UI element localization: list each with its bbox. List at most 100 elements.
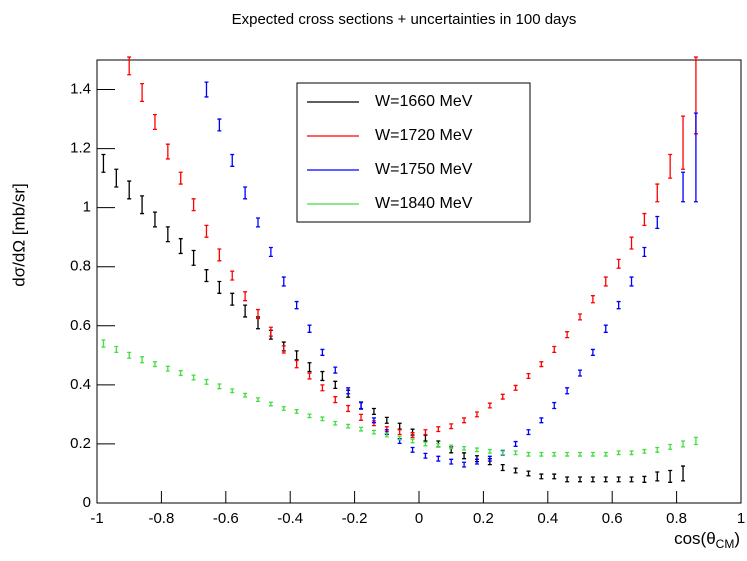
error-bar bbox=[346, 423, 351, 429]
error-bar bbox=[462, 461, 467, 468]
error-bar bbox=[681, 171, 686, 203]
error-bar bbox=[474, 447, 479, 453]
error-bar bbox=[371, 417, 376, 424]
chart-title: Expected cross sections + uncertainties … bbox=[232, 11, 577, 28]
error-bar bbox=[384, 416, 389, 424]
error-bar bbox=[346, 404, 351, 413]
error-bar bbox=[578, 451, 582, 457]
error-bar bbox=[578, 476, 582, 483]
error-bar bbox=[474, 411, 479, 418]
error-bar bbox=[423, 429, 428, 436]
error-bar bbox=[397, 429, 402, 436]
error-bar bbox=[320, 370, 325, 382]
error-bar bbox=[500, 393, 505, 400]
error-bar bbox=[500, 463, 505, 472]
error-bar bbox=[281, 406, 286, 411]
error-bar bbox=[294, 359, 299, 369]
error-bar bbox=[397, 435, 402, 441]
error-bar bbox=[603, 476, 608, 483]
error-bar bbox=[230, 388, 235, 394]
error-bar bbox=[333, 420, 338, 426]
error-bar bbox=[165, 365, 170, 372]
error-bar bbox=[114, 345, 119, 354]
error-bar bbox=[552, 473, 557, 480]
error-bar bbox=[204, 224, 209, 238]
x-tick-label: 0.4 bbox=[537, 510, 558, 527]
error-bar bbox=[152, 113, 157, 131]
error-bar bbox=[681, 440, 686, 448]
error-bar bbox=[204, 269, 209, 283]
error-bar bbox=[642, 448, 647, 454]
error-bar bbox=[590, 451, 595, 457]
error-bar bbox=[217, 248, 222, 262]
error-bar bbox=[294, 350, 299, 361]
error-bar bbox=[333, 380, 338, 390]
error-bar bbox=[165, 226, 170, 243]
error-bar bbox=[307, 324, 312, 333]
error-bar bbox=[603, 276, 608, 287]
legend-label: W=1660 MeV bbox=[375, 93, 473, 110]
error-bar bbox=[243, 291, 248, 302]
error-bar bbox=[152, 361, 157, 368]
error-bar bbox=[526, 429, 531, 436]
error-bar bbox=[539, 473, 544, 480]
error-bar bbox=[191, 249, 196, 266]
error-bar bbox=[178, 171, 183, 185]
error-bar bbox=[256, 217, 260, 228]
error-bar bbox=[371, 429, 376, 435]
y-tick-label: 0.6 bbox=[70, 317, 91, 334]
error-bar bbox=[629, 476, 634, 483]
error-bar bbox=[320, 348, 325, 356]
error-bar bbox=[526, 470, 531, 477]
error-bar bbox=[668, 153, 673, 179]
error-bar bbox=[101, 339, 106, 348]
error-bar bbox=[127, 180, 132, 200]
error-bar bbox=[152, 211, 157, 228]
error-bar bbox=[307, 413, 312, 419]
error-bar bbox=[526, 372, 531, 380]
x-tick-label: 0.2 bbox=[473, 510, 494, 527]
error-bar bbox=[513, 440, 518, 447]
error-bar bbox=[101, 153, 106, 173]
error-bar bbox=[693, 112, 698, 203]
error-bar bbox=[217, 383, 222, 390]
error-bar bbox=[681, 465, 686, 482]
y-tick-label: 1 bbox=[83, 199, 91, 216]
error-bar bbox=[256, 397, 260, 403]
error-bar bbox=[307, 372, 312, 380]
x-tick-label: -0.8 bbox=[148, 510, 174, 527]
error-bar bbox=[642, 246, 647, 258]
error-bar bbox=[281, 345, 286, 354]
error-bar bbox=[693, 436, 698, 446]
error-bar bbox=[140, 356, 145, 364]
error-bar bbox=[217, 280, 222, 294]
error-bar bbox=[268, 246, 273, 258]
x-label-sub: CM bbox=[716, 537, 735, 551]
error-bar bbox=[436, 442, 441, 448]
error-bar bbox=[165, 143, 170, 160]
error-bar bbox=[423, 452, 428, 459]
error-bar bbox=[552, 401, 557, 410]
error-bar bbox=[423, 434, 428, 442]
error-bar bbox=[655, 446, 660, 453]
error-bar bbox=[655, 215, 660, 229]
x-tick-label: -0.2 bbox=[342, 510, 368, 527]
error-bar bbox=[449, 458, 454, 465]
error-bar bbox=[487, 448, 492, 454]
error-bar bbox=[307, 362, 312, 373]
y-tick-label: 1.4 bbox=[70, 81, 91, 98]
x-tick-label: 0.6 bbox=[602, 510, 623, 527]
error-bar bbox=[294, 409, 299, 414]
legend-box bbox=[296, 82, 531, 223]
error-bar bbox=[230, 153, 235, 167]
error-bar bbox=[294, 300, 299, 310]
x-tick-label: -1 bbox=[90, 510, 103, 527]
error-bar bbox=[487, 402, 492, 409]
error-bar bbox=[436, 455, 441, 462]
error-bar bbox=[268, 401, 273, 407]
error-bar bbox=[578, 369, 582, 377]
error-bar bbox=[140, 82, 145, 102]
error-bar bbox=[127, 351, 132, 359]
error-bar bbox=[281, 276, 286, 287]
